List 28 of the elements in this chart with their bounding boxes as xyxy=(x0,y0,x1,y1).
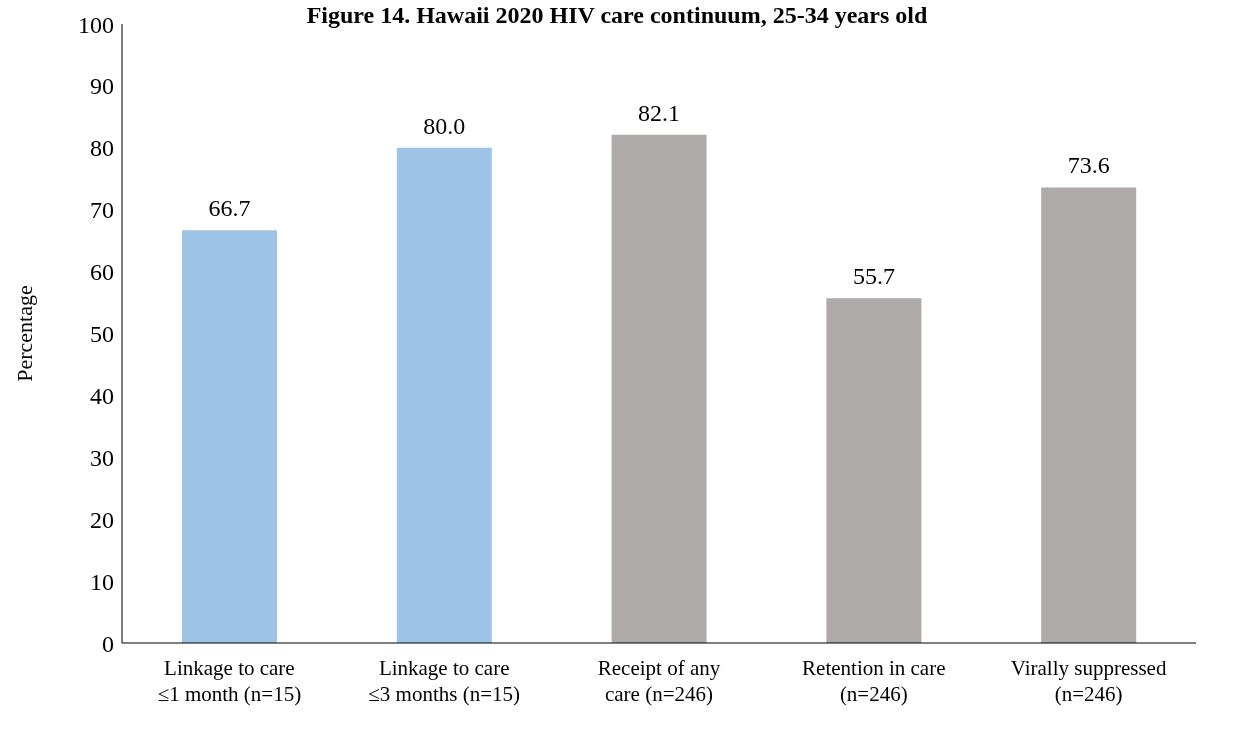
x-tick-label: Receipt of any care (n=246) xyxy=(597,656,721,706)
y-tick-label: 70 xyxy=(90,197,114,224)
x-tick-label: Retention in care (n=246) xyxy=(802,656,946,706)
y-tick-label: 10 xyxy=(90,568,114,595)
y-tick-label: 20 xyxy=(90,506,114,533)
bar xyxy=(396,147,492,643)
bar xyxy=(182,230,277,643)
y-tick-label: 50 xyxy=(90,321,114,348)
y-axis-title: Percentage xyxy=(11,285,37,382)
data-label: 55.7 xyxy=(852,263,895,290)
y-tick-label: 40 xyxy=(90,382,114,409)
x-tick-label: Linkage to care ≤3 months (n=15) xyxy=(368,656,521,706)
y-tick-label: 100 xyxy=(78,11,114,38)
chart-title: Figure 14. Hawaii 2020 HIV care continuum, 25-34 years old xyxy=(306,2,928,28)
bar xyxy=(1041,187,1137,643)
data-label: 82.1 xyxy=(638,99,681,126)
bar xyxy=(826,298,922,643)
x-tick-label: Linkage to care ≤1 month (n=15) xyxy=(157,656,302,706)
x-tick-label: Virally suppressed (n=246) xyxy=(1010,656,1167,706)
bar xyxy=(611,134,707,643)
data-label: 73.6 xyxy=(1067,152,1110,179)
y-tick-label: 60 xyxy=(90,259,114,286)
y-tick-label: 30 xyxy=(90,444,114,471)
data-label: 66.7 xyxy=(208,195,251,222)
y-tick-label: 80 xyxy=(90,135,114,162)
data-label: 80.0 xyxy=(423,112,466,139)
y-tick-label: 90 xyxy=(90,73,114,100)
y-tick-label: 0 xyxy=(102,630,114,657)
